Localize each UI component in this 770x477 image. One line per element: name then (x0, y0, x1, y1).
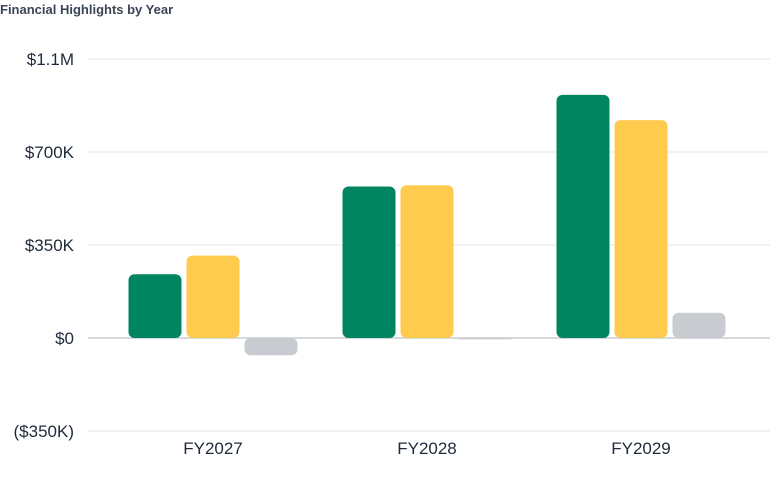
y-tick-label: $700K (25, 143, 75, 162)
bar-fy2027-series-3 (244, 338, 298, 356)
x-axis-ticks: FY2027 FY2028 FY2029 (183, 439, 671, 458)
bar-fy2028-series-3 (458, 338, 512, 340)
y-tick-label: $350K (25, 236, 75, 255)
y-tick-label: ($350K) (14, 422, 74, 441)
bar-fy2028-series-2 (400, 185, 454, 338)
bar-fy2029-series-1 (556, 94, 610, 338)
y-tick-label: $1.1M (27, 50, 74, 69)
x-tick-label: FY2027 (183, 439, 243, 458)
x-tick-label: FY2028 (397, 439, 457, 458)
bar-fy2029-series-2 (614, 120, 668, 338)
bars (128, 94, 726, 356)
bar-fy2027-series-1 (128, 274, 182, 338)
bar-fy2029-series-3 (672, 312, 726, 338)
bar-fy2028-series-1 (342, 186, 396, 338)
y-tick-label: $0 (55, 329, 74, 348)
chart-title: Financial Highlights by Year (0, 2, 174, 17)
bar-fy2027-series-2 (186, 255, 240, 338)
y-axis-ticks: $1.1M $700K $350K $0 ($350K) (14, 50, 75, 441)
x-tick-label: FY2029 (611, 439, 671, 458)
